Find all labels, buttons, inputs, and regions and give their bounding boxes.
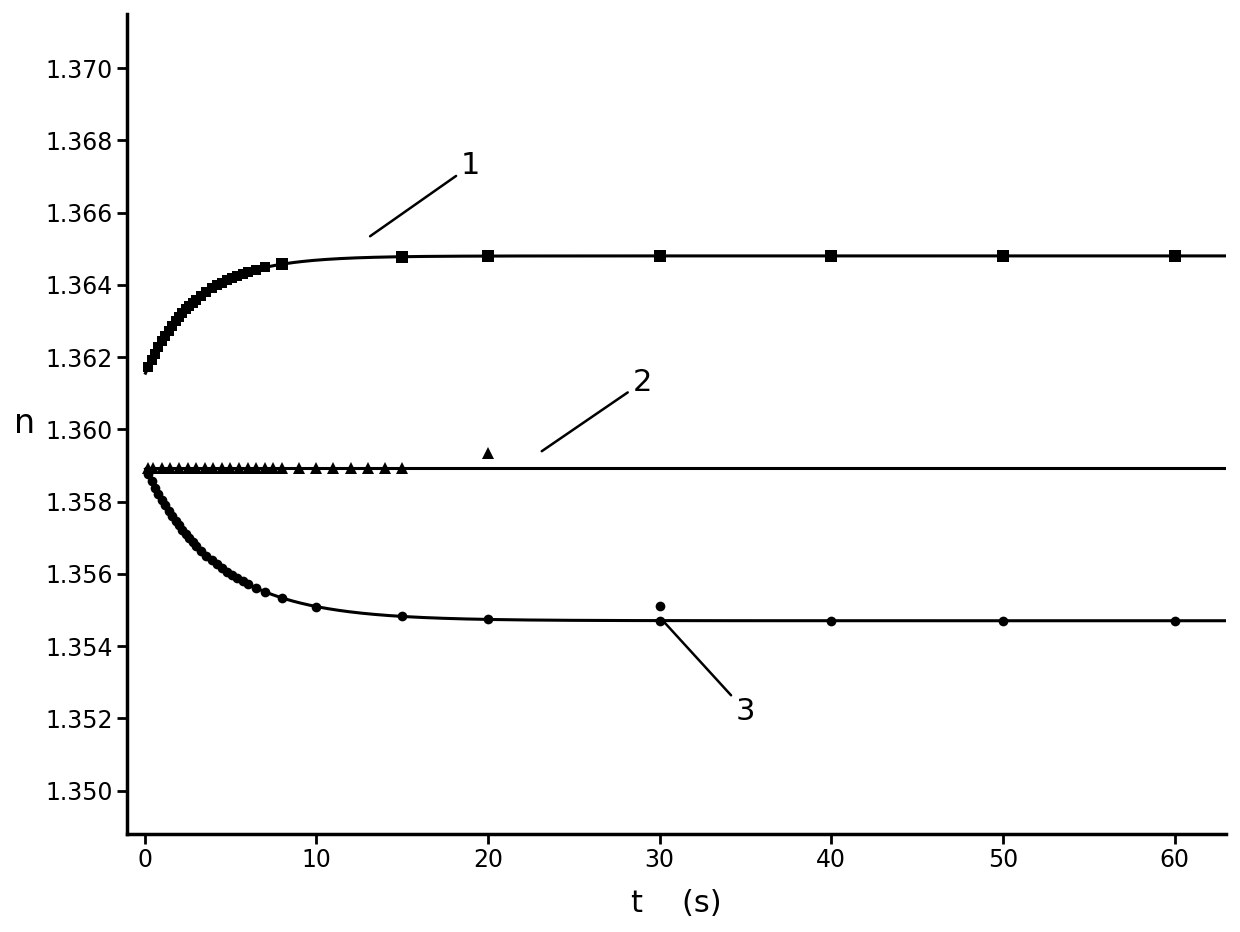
X-axis label: t    (s): t (s) (631, 889, 722, 918)
Y-axis label: n: n (14, 407, 35, 441)
Text: 3: 3 (661, 619, 755, 725)
Text: 2: 2 (542, 368, 652, 451)
Text: 1: 1 (370, 151, 480, 236)
